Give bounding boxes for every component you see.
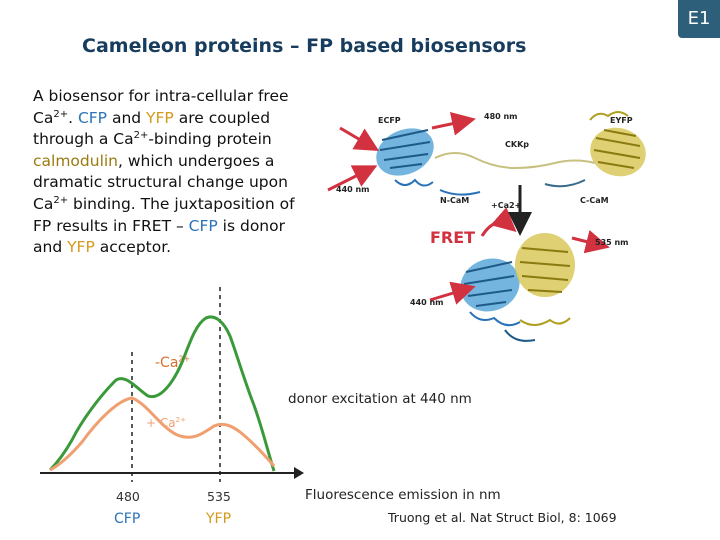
desc-superscript: 2+	[53, 108, 69, 120]
ecfp-label: ECFP	[378, 116, 401, 125]
desc-text: binding. The juxtaposition of FP results…	[33, 194, 295, 235]
ckkp-label: CKKp	[505, 140, 529, 149]
yfp-peak-label: YFP	[206, 511, 232, 527]
wavelength-440-top-label: 440 nm	[336, 185, 370, 194]
eyfp-protein-bottom	[504, 233, 575, 342]
desc-superscript: 2+	[53, 194, 69, 206]
excitation-arrow-top	[339, 126, 380, 152]
wavelength-535-label: 535 nm	[595, 238, 629, 247]
emission-arrow-480	[431, 111, 476, 136]
eyfp-protein-top	[589, 111, 646, 177]
yfp-term: YFP	[146, 108, 174, 127]
c-cam-label: C-CaM	[580, 196, 609, 205]
ckkp-linker	[434, 152, 596, 170]
n-cam-label: N-CaM	[440, 196, 470, 205]
description-paragraph: A biosensor for intra-cellular free Ca2+…	[33, 86, 308, 259]
wavelength-440-bottom-label: 440 nm	[410, 298, 444, 307]
desc-superscript: 2+	[133, 130, 149, 142]
calmodulin-term: calmodulin	[33, 151, 119, 170]
excitation-arrow-bottom	[429, 281, 476, 305]
tick-label-480: 480	[116, 489, 140, 504]
desc-text: acceptor.	[94, 238, 172, 257]
fret-label: FRET	[430, 228, 476, 247]
desc-text: , which undergoes a dramatic structural …	[33, 151, 288, 213]
eyfp-label: EYFP	[610, 116, 633, 125]
calcium-binding-label: +Ca2+	[491, 201, 522, 210]
slide-title: Cameleon proteins – FP based biosensors	[82, 35, 527, 57]
excitation-caption: donor excitation at 440 nm	[288, 391, 472, 407]
wavelength-480-label: 480 nm	[484, 112, 518, 121]
minus-ca-label: -Ca2+	[155, 354, 191, 371]
ecfp-protein-top	[376, 128, 434, 187]
tick-label-535: 535	[207, 489, 231, 504]
desc-text: are coupled through a Ca	[33, 108, 271, 149]
desc-text: .	[68, 108, 78, 127]
desc-text: is donor and	[33, 216, 285, 257]
yfp-term: YFP	[67, 238, 95, 257]
cfp-peak-label: CFP	[114, 511, 141, 527]
plus-ca-label: + Ca2+	[146, 416, 186, 430]
minus-ca-curve	[48, 315, 276, 472]
slide-number-badge: E1	[678, 0, 720, 38]
emission-arrow-535	[571, 229, 610, 254]
cfp-term: CFP	[188, 216, 218, 235]
cfp-term: CFP	[77, 108, 108, 127]
desc-text: -binding protein	[148, 130, 272, 149]
citation: Truong et al. Nat Struct Biol, 8: 1069	[388, 510, 617, 525]
plus-ca-curve	[49, 396, 276, 472]
x-axis-title: Fluorescence emission in nm	[305, 487, 501, 503]
desc-text: and	[107, 108, 147, 127]
desc-text: A biosensor for intra-cellular free Ca	[33, 87, 289, 127]
